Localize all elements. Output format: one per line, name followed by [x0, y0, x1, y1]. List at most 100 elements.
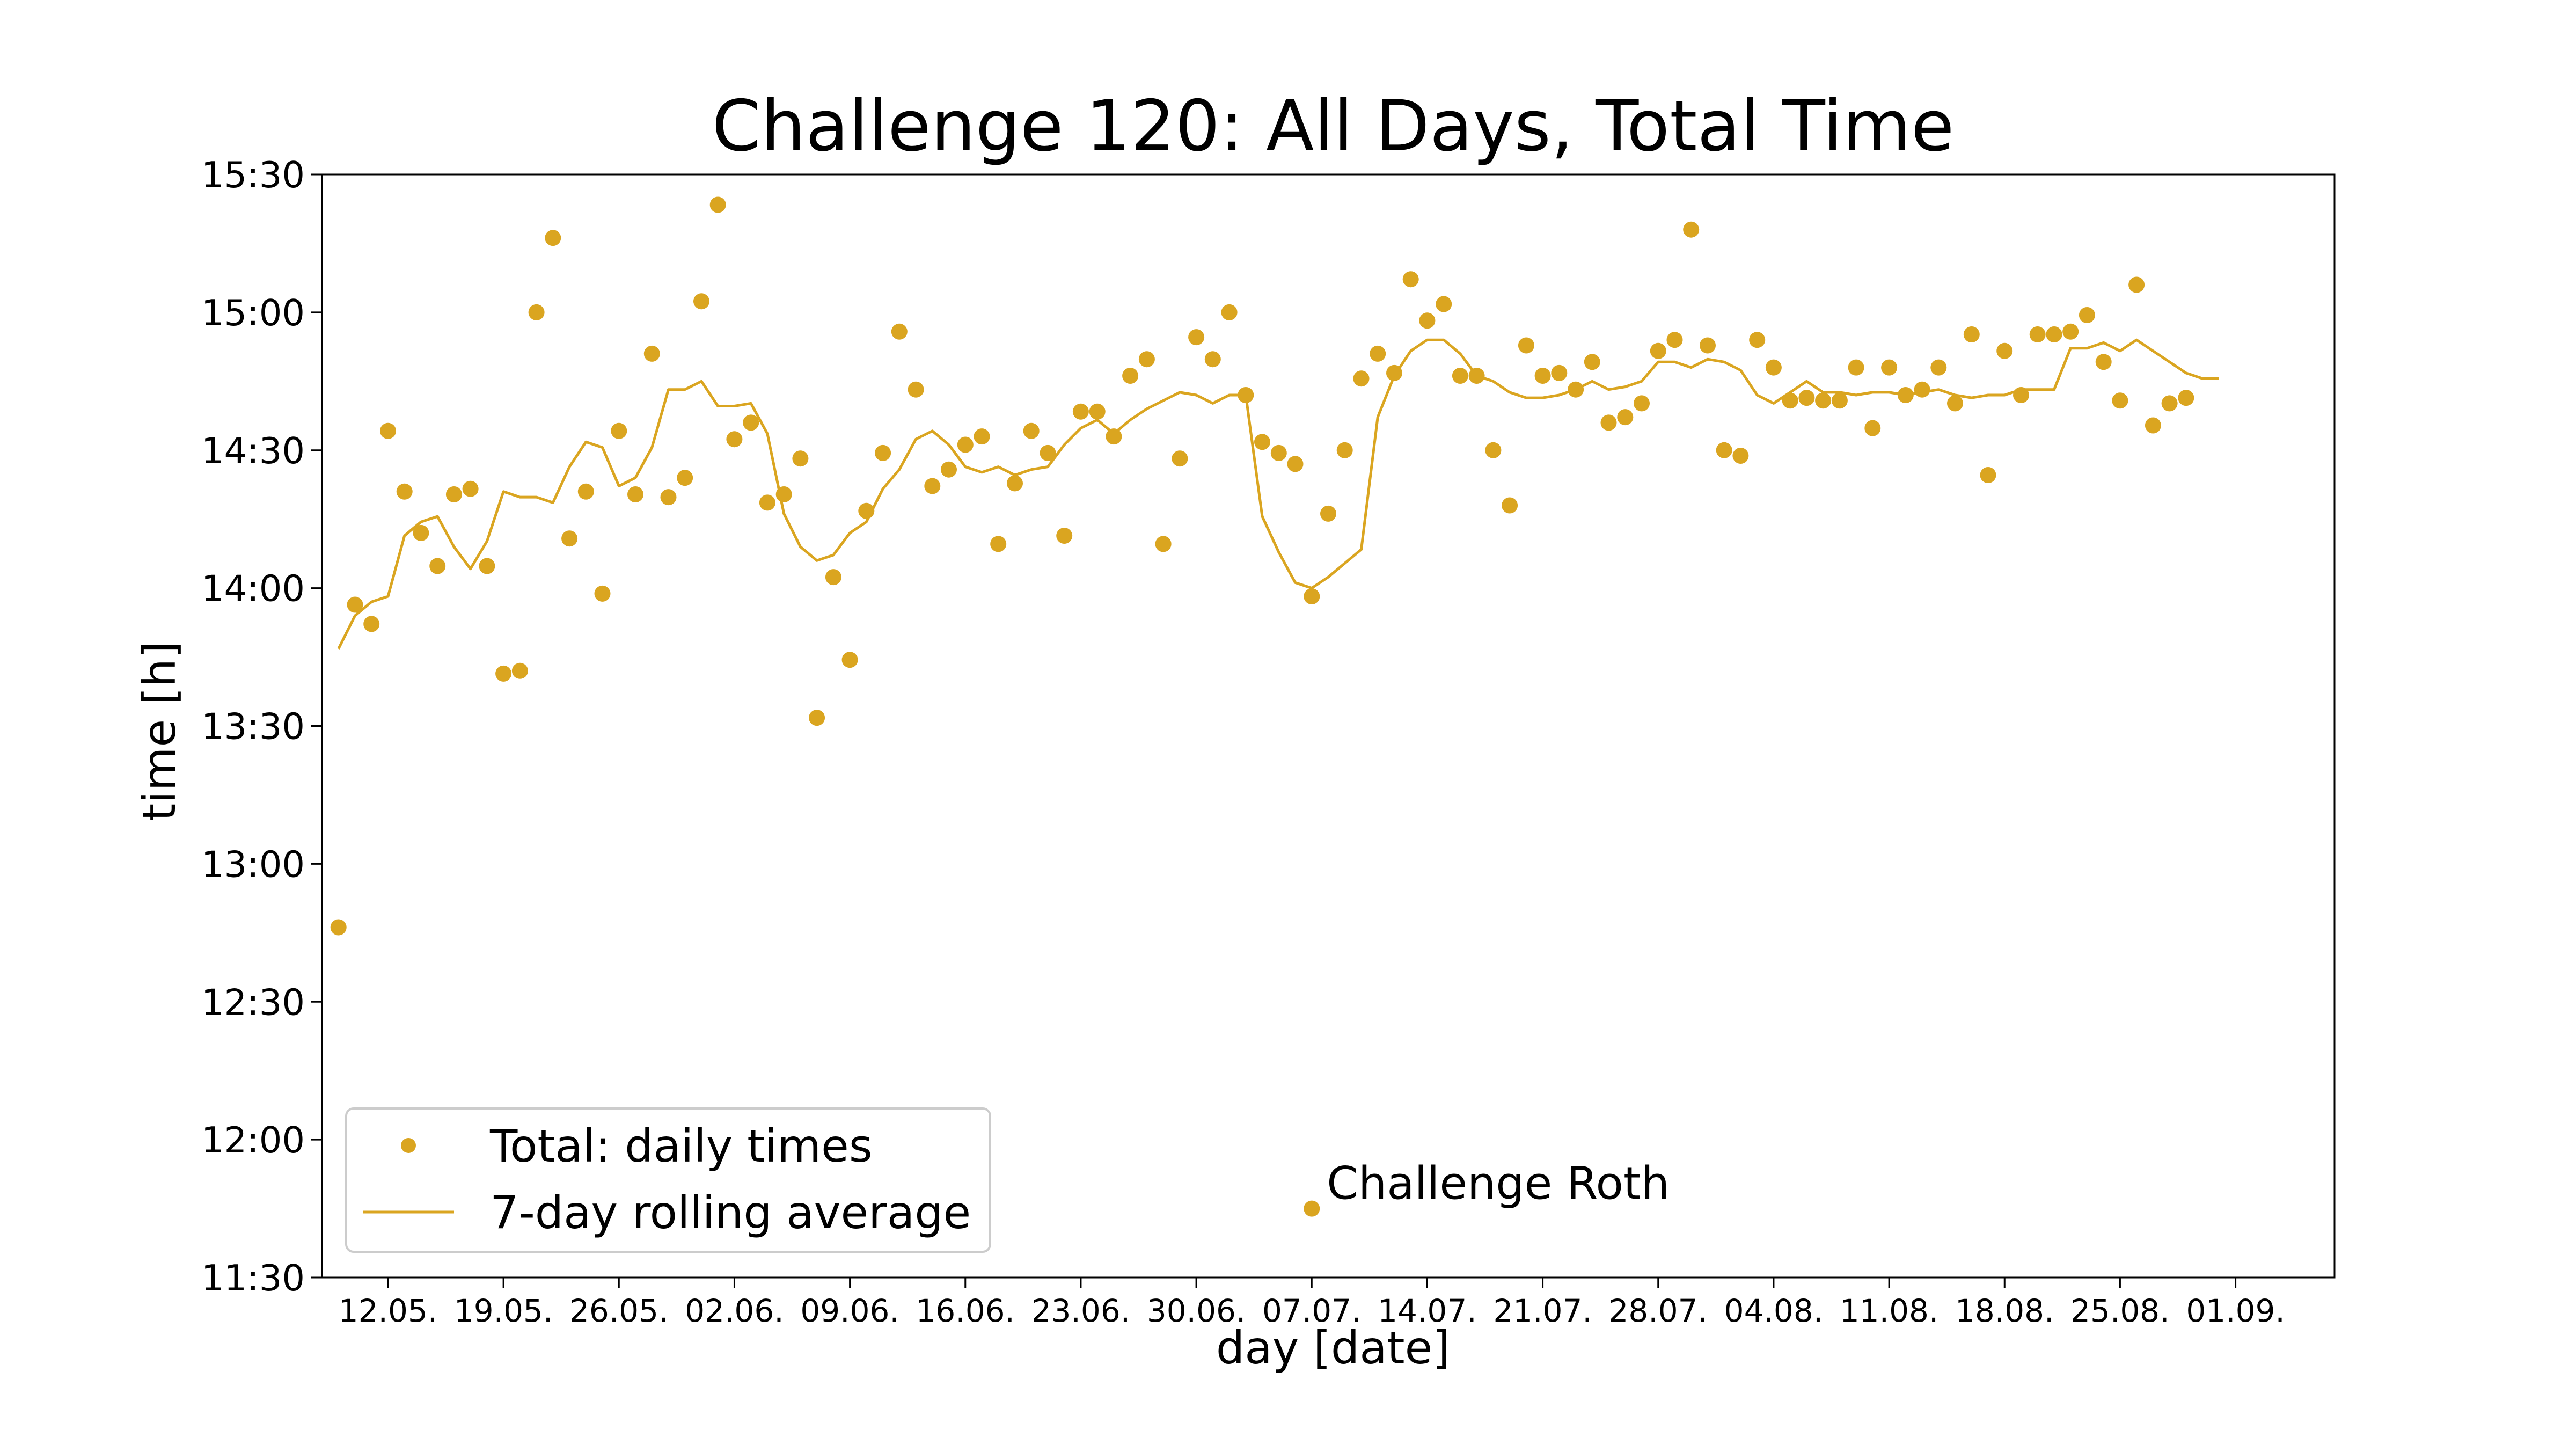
annotation-point — [1304, 1200, 1320, 1217]
data-point — [709, 196, 726, 213]
y-tick-label: 13:30 — [201, 706, 305, 748]
data-point — [495, 665, 512, 682]
data-point — [2145, 417, 2161, 434]
data-point — [1370, 345, 1386, 362]
data-point — [413, 524, 429, 541]
data-point — [990, 536, 1007, 552]
y-tick-label: 14:00 — [201, 568, 305, 610]
data-point — [858, 502, 875, 519]
x-tick-label: 23.06. — [1031, 1293, 1130, 1329]
data-point — [660, 489, 677, 506]
data-point — [2029, 326, 2046, 342]
data-point — [2079, 307, 2095, 323]
data-point — [2046, 326, 2062, 342]
data-point — [1914, 381, 1930, 398]
data-point — [891, 323, 908, 340]
x-tick-label: 19.05. — [454, 1293, 553, 1329]
data-point — [1584, 354, 1600, 370]
data-point — [1897, 387, 1914, 403]
x-tick-label: 07.07. — [1262, 1293, 1361, 1329]
data-point — [1254, 434, 1270, 450]
data-point — [1287, 456, 1304, 472]
data-point — [380, 422, 396, 439]
data-point — [545, 230, 561, 246]
data-point — [1716, 442, 1732, 458]
y-tick-label: 15:30 — [201, 154, 305, 196]
x-tick-label: 21.07. — [1493, 1293, 1592, 1329]
y-tick-label: 11:30 — [201, 1257, 305, 1299]
data-point — [1815, 392, 1832, 409]
data-point — [1617, 409, 1634, 426]
data-point — [957, 436, 974, 453]
data-point — [1468, 368, 1485, 384]
x-axis-label: day [date] — [1216, 1322, 1450, 1374]
data-point — [1600, 414, 1617, 431]
data-point — [1452, 368, 1468, 384]
y-tick-label: 14:30 — [201, 430, 305, 472]
data-point — [1930, 359, 1947, 376]
data-point — [809, 710, 825, 726]
x-tick-label: 02.06. — [685, 1293, 784, 1329]
data-point — [396, 483, 413, 500]
data-point — [2161, 395, 2178, 412]
data-point — [1155, 536, 1172, 552]
data-point — [577, 483, 594, 500]
data-point — [1551, 364, 1568, 381]
data-point — [974, 428, 990, 445]
data-point — [611, 422, 627, 439]
data-point — [1419, 312, 1436, 329]
data-point — [330, 919, 347, 936]
data-point — [1831, 392, 1848, 409]
data-point — [743, 414, 759, 431]
data-point — [1204, 351, 1221, 368]
data-point — [1138, 351, 1155, 368]
data-point — [1007, 475, 1023, 492]
data-point — [363, 616, 380, 632]
data-point — [1072, 403, 1089, 420]
data-point — [1700, 337, 1716, 354]
data-point — [429, 558, 446, 574]
data-point — [643, 345, 660, 362]
data-point — [1864, 420, 1881, 436]
x-tick-label: 26.05. — [569, 1293, 668, 1329]
data-point — [875, 444, 891, 461]
x-tick-label: 25.08. — [2070, 1293, 2169, 1329]
plot-area: Challenge Roth 11:30 12:00 12:30 13:00 13:30 1… — [201, 154, 2336, 1329]
data-point — [1040, 444, 1056, 461]
data-point — [2013, 387, 2029, 403]
data-point — [1980, 467, 1996, 483]
data-point — [1634, 395, 1650, 412]
data-point — [908, 381, 924, 398]
legend-label-daily-times: Total: daily times — [489, 1120, 873, 1172]
data-point — [2112, 392, 2128, 409]
data-point — [1485, 442, 1502, 458]
y-axis-label: time [h] — [133, 641, 186, 821]
data-point — [561, 530, 578, 547]
data-point — [1106, 428, 1122, 445]
data-point — [1782, 392, 1798, 409]
data-point — [2062, 323, 2079, 340]
data-point — [1963, 326, 1980, 342]
data-point — [1881, 359, 1898, 376]
data-point — [2178, 390, 2194, 406]
data-point — [1996, 342, 2013, 359]
data-point — [1386, 364, 1402, 381]
data-point — [1848, 359, 1864, 376]
data-point — [1221, 304, 1238, 320]
x-tick-label: 01.09. — [2186, 1293, 2285, 1329]
x-tick-label: 16.06. — [916, 1293, 1015, 1329]
data-point — [1056, 528, 1073, 544]
data-point — [1304, 588, 1320, 604]
data-point — [1666, 332, 1683, 348]
data-point — [775, 486, 792, 502]
x-tick-label: 12.05. — [339, 1293, 437, 1329]
data-point — [1749, 332, 1766, 348]
data-point — [1238, 387, 1254, 403]
x-tick-label: 28.07. — [1609, 1293, 1708, 1329]
data-point — [1353, 370, 1370, 387]
data-point — [1798, 390, 1815, 406]
data-point — [1402, 271, 1419, 288]
legend-frame — [345, 1107, 991, 1253]
